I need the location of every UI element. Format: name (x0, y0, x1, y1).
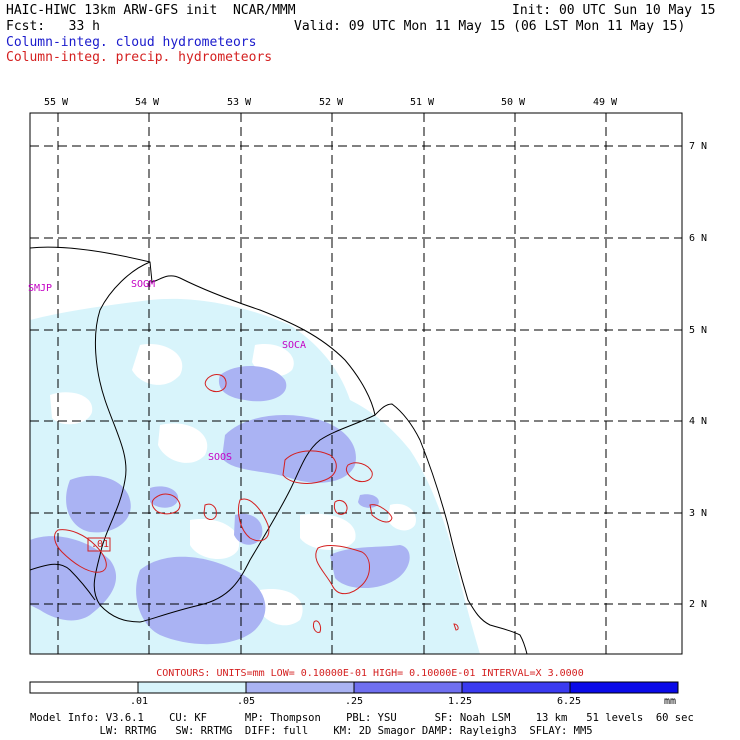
clear-patch (190, 519, 240, 560)
contour-label-box (87, 537, 111, 552)
legend-cloud: Column-integ. cloud hydrometeors (6, 35, 257, 50)
coastline (30, 246, 528, 654)
map-frame (29, 112, 683, 655)
lat-label: 7 N (689, 141, 708, 152)
colorbar-label: 1.25 (448, 696, 473, 707)
cloud-field-medium (222, 415, 356, 483)
colorbar-bin (137, 681, 247, 694)
clear-patch (50, 392, 93, 425)
border-suriname-frenchguiana (139, 414, 376, 623)
lat-label: 6 N (689, 233, 708, 244)
plot-title: HAIC-HIWC 13km ARW-GFS init NCAR/MMM (6, 3, 296, 18)
graticule (30, 113, 682, 654)
colorbar-label: .05 (237, 696, 256, 707)
cloud-field-medium (66, 475, 131, 533)
init-time: Init: 00 UTC Sun 10 May 15 (512, 3, 716, 18)
lon-label: 50 W (501, 97, 526, 108)
clear-patch (158, 423, 208, 463)
tick-marks (57, 113, 682, 605)
lon-label: 55 W (44, 97, 69, 108)
colorbar-bin (461, 681, 571, 694)
colorbar-label: .25 (345, 696, 364, 707)
colorbar-unit: mm (664, 696, 677, 707)
cloud-field-medium (136, 556, 266, 645)
colorbar-label: 6.25 (557, 696, 582, 707)
colorbar-bin (29, 681, 139, 694)
cloud-field-medium (218, 365, 287, 402)
contours-info: CONTOURS: UNITS=mm LOW= 0.10000E-01 HIGH… (156, 668, 584, 679)
colorbar-bin (245, 681, 355, 694)
border-suriname-guyana (93, 261, 151, 623)
lon-label: 51 W (410, 97, 435, 108)
lat-label: 4 N (689, 416, 708, 427)
clear-patch (300, 513, 356, 550)
cloud-field-medium (150, 486, 179, 508)
clear-patch (388, 503, 416, 531)
valid-time: Valid: 09 UTC Mon 11 May 15 (06 LST Mon … (294, 19, 686, 34)
colorbar-bin (353, 681, 463, 694)
contour-value-label: .01 (91, 539, 110, 550)
legend-precip: Column-integ. precip. hydrometeors (6, 50, 273, 65)
lon-label: 52 W (319, 97, 344, 108)
precip-contours (54, 374, 459, 633)
model-info-line1: Model Info: V3.6.1 CU: KF MP: Thompson P… (30, 712, 694, 724)
lon-label: 49 W (593, 97, 618, 108)
colorbar-bin (569, 681, 679, 694)
colorbar-label: .01 (130, 696, 149, 707)
clear-patch (132, 344, 183, 385)
clear-patch (258, 589, 303, 626)
station-label: SOOS (208, 452, 233, 463)
station-label: SOGM (131, 279, 156, 290)
model-info-line2: LW: RRTMG SW: RRTMG DIFF: full KM: 2D Sm… (30, 725, 593, 737)
station-label: SOCA (282, 340, 307, 351)
colorbar (29, 681, 679, 694)
lat-label: 5 N (689, 325, 708, 336)
lon-label: 54 W (135, 97, 160, 108)
border-west (30, 563, 96, 601)
lon-label: 53 W (227, 97, 252, 108)
lat-label: 3 N (689, 508, 708, 519)
station-label: SMJP (28, 283, 53, 294)
lat-label: 2 N (689, 599, 708, 610)
forecast-hour: Fcst: 33 h (6, 19, 100, 34)
